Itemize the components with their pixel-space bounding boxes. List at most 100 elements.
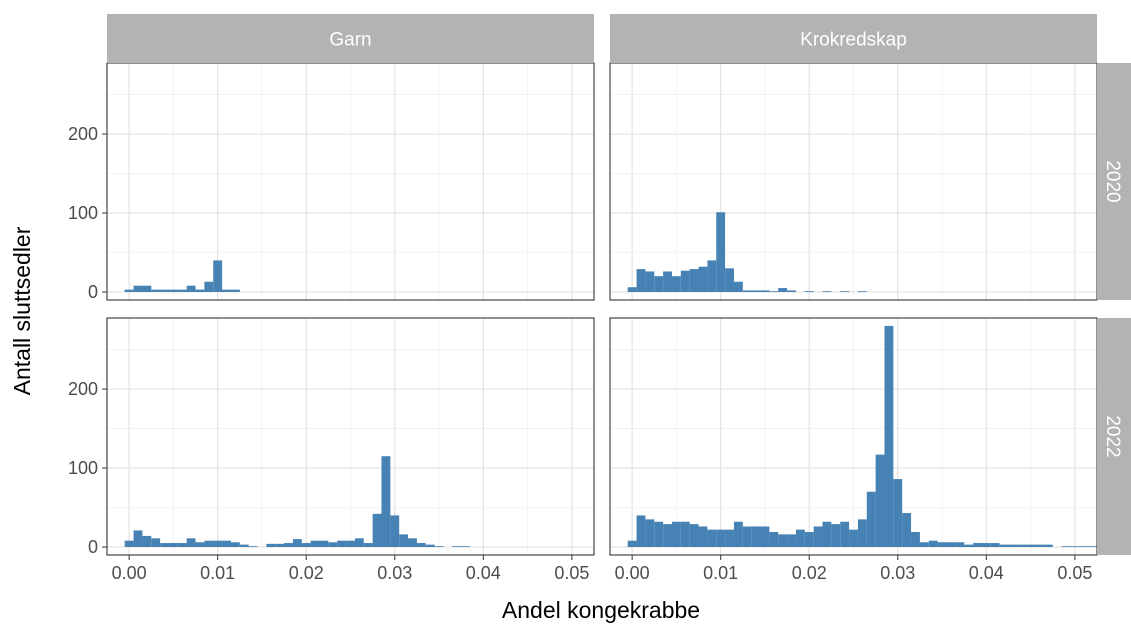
histogram-bar bbox=[760, 290, 770, 292]
column-strip-label: Garn bbox=[329, 30, 371, 51]
histogram-bar bbox=[663, 271, 672, 292]
histogram-bar bbox=[381, 456, 391, 547]
histogram-bar bbox=[680, 521, 690, 547]
x-tick-label: 0.05 bbox=[554, 563, 589, 583]
histogram-bar bbox=[804, 531, 814, 547]
histogram-bar bbox=[1070, 546, 1080, 548]
histogram-bar bbox=[804, 291, 814, 293]
histogram-bar bbox=[133, 285, 143, 292]
facet-panel bbox=[609, 317, 1098, 556]
histogram-bar bbox=[840, 521, 850, 547]
histogram-bar bbox=[884, 325, 894, 547]
histogram-bar bbox=[1026, 544, 1036, 547]
histogram-bar bbox=[1035, 544, 1044, 547]
histogram-bar bbox=[973, 543, 982, 547]
histogram-bar bbox=[733, 521, 743, 547]
histogram-bar bbox=[654, 521, 664, 547]
histogram-bar bbox=[434, 546, 444, 548]
x-tick-label: 0.03 bbox=[880, 563, 915, 583]
histogram-bar bbox=[1043, 544, 1053, 547]
histogram-bar bbox=[416, 543, 426, 547]
histogram-bar bbox=[822, 521, 832, 547]
histogram-bar bbox=[230, 289, 240, 292]
column-strip bbox=[107, 14, 594, 63]
histogram-bar bbox=[778, 534, 788, 547]
histogram-bar bbox=[769, 531, 779, 547]
histogram-bar bbox=[636, 269, 646, 292]
histogram-bar bbox=[707, 260, 717, 292]
histogram-bar bbox=[875, 454, 885, 547]
facet-panel bbox=[106, 62, 595, 301]
y-tick-label: 100 bbox=[68, 203, 98, 223]
histogram-bar bbox=[239, 544, 249, 547]
histogram-bar bbox=[964, 544, 974, 547]
histogram-bar bbox=[893, 479, 903, 547]
y-tick-label: 0 bbox=[88, 537, 98, 557]
histogram-bar bbox=[1008, 544, 1018, 547]
x-tick-label: 0.02 bbox=[289, 563, 324, 583]
x-tick-label: 0.01 bbox=[703, 563, 738, 583]
histogram-bar bbox=[133, 530, 143, 547]
histogram-bar bbox=[452, 546, 462, 548]
row-strip-label: 2020 bbox=[1102, 160, 1123, 202]
histogram-bar bbox=[372, 513, 382, 547]
histogram-bar bbox=[213, 260, 223, 292]
histogram-bar bbox=[999, 544, 1009, 547]
histogram-bar bbox=[248, 546, 258, 548]
histogram-bar bbox=[946, 542, 956, 547]
x-tick-label: 0.05 bbox=[1057, 563, 1092, 583]
histogram-bar bbox=[168, 289, 178, 292]
histogram-bar bbox=[354, 538, 364, 547]
row-strip bbox=[1097, 318, 1131, 555]
histogram-bar bbox=[124, 289, 134, 292]
x-tick-label: 0.04 bbox=[466, 563, 501, 583]
histogram-bar bbox=[627, 540, 637, 547]
histogram-bar bbox=[645, 271, 655, 292]
panel-border bbox=[106, 317, 595, 556]
y-tick-label: 200 bbox=[68, 124, 98, 144]
histogram-bar bbox=[733, 281, 743, 292]
histogram-bar bbox=[1079, 546, 1089, 548]
histogram-bar bbox=[698, 526, 708, 547]
histogram-bar bbox=[902, 513, 912, 547]
histogram-bar bbox=[928, 540, 938, 547]
histogram-bar bbox=[840, 291, 850, 293]
y-tick-label: 100 bbox=[68, 458, 98, 478]
histogram-bar bbox=[645, 519, 655, 547]
column-strip-label: Krokredskap bbox=[800, 30, 907, 51]
histogram-bar bbox=[160, 289, 169, 292]
x-axis-title: Andel kongekrabbe bbox=[502, 597, 700, 623]
x-tick-label: 0.03 bbox=[377, 563, 412, 583]
histogram-bar bbox=[627, 287, 637, 292]
histogram-bar bbox=[142, 285, 152, 292]
histogram-bar bbox=[760, 526, 770, 547]
histogram-bar bbox=[742, 526, 752, 547]
histogram-bar bbox=[142, 535, 152, 547]
histogram-bar bbox=[195, 289, 205, 292]
histogram-bar bbox=[177, 543, 187, 547]
histogram-bar bbox=[636, 515, 646, 547]
histogram-bar bbox=[222, 540, 231, 547]
histogram-bar bbox=[813, 526, 823, 547]
facet-panel bbox=[106, 317, 595, 556]
histogram-bar bbox=[168, 543, 178, 547]
histogram-bar bbox=[195, 542, 205, 547]
histogram-bar bbox=[390, 515, 400, 547]
histogram-bar bbox=[151, 289, 161, 292]
histogram-bar bbox=[186, 538, 196, 547]
histogram-bar bbox=[778, 288, 788, 292]
histogram-bar bbox=[213, 540, 223, 547]
histogram-bar bbox=[151, 538, 161, 547]
histogram-bar bbox=[742, 290, 752, 292]
histogram-bar bbox=[680, 270, 690, 292]
histogram-bar bbox=[222, 289, 231, 292]
histogram-bar bbox=[346, 540, 355, 547]
x-tick-label: 0.04 bbox=[969, 563, 1004, 583]
histogram-bar bbox=[186, 285, 196, 292]
histogram-bar bbox=[955, 542, 965, 547]
histogram-bar bbox=[725, 268, 734, 292]
histogram-bar bbox=[461, 546, 471, 548]
histogram-bar bbox=[716, 212, 726, 292]
histogram-bar bbox=[319, 540, 329, 547]
